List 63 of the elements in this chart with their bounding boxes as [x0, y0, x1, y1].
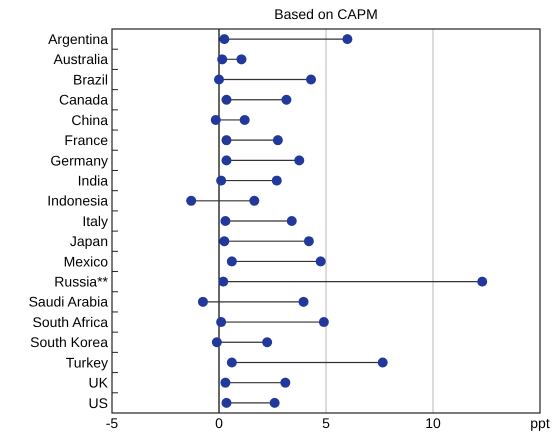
y-tick-label: Mexico	[64, 253, 108, 270]
point	[226, 256, 237, 266]
y-tick-label: Indonesia	[47, 192, 108, 209]
y-tick-label: France	[64, 132, 108, 148]
y-tick-label: Italy	[82, 212, 108, 229]
y-tick-label: Japan	[70, 233, 108, 250]
chart-title: Based on CAPM	[274, 6, 378, 22]
y-tick-label: South Africa	[32, 314, 108, 330]
x-tick-label: ppt	[530, 415, 550, 431]
point	[272, 176, 282, 186]
point	[186, 196, 196, 206]
point	[221, 135, 232, 146]
point	[262, 337, 272, 348]
point	[294, 155, 304, 166]
point	[378, 357, 388, 368]
point	[220, 216, 230, 226]
y-tick-label: UK	[88, 374, 109, 391]
point	[298, 296, 309, 307]
point	[217, 54, 228, 64]
point	[342, 34, 352, 44]
point	[221, 155, 232, 166]
y-tick-label: Saudi Arabia	[28, 294, 108, 310]
y-tick-label: Turkey	[66, 354, 108, 370]
point	[272, 135, 283, 146]
point	[216, 317, 226, 328]
point	[240, 114, 250, 125]
x-tick-label: -5	[106, 415, 118, 431]
x-tick-label: 5	[322, 415, 330, 431]
point	[221, 398, 232, 408]
point	[286, 216, 297, 226]
y-tick-label: Brazil	[72, 71, 108, 88]
y-tick-label: Canada	[58, 92, 108, 108]
y-tick-label: India	[78, 172, 108, 188]
y-tick-label: US	[88, 394, 108, 411]
point	[221, 94, 232, 105]
point	[210, 114, 221, 125]
y-tick-label: China	[71, 112, 108, 128]
point	[249, 196, 260, 206]
y-tick-label: Germany	[50, 152, 108, 168]
point	[236, 54, 246, 64]
point	[220, 378, 230, 388]
point	[318, 317, 329, 328]
point	[198, 296, 208, 307]
point	[280, 378, 290, 388]
point	[212, 337, 222, 348]
point	[219, 34, 230, 44]
x-tick-label: 0	[215, 415, 224, 431]
point	[477, 276, 488, 287]
point	[281, 94, 292, 105]
point	[270, 398, 280, 408]
x-tick-label: 10	[425, 415, 441, 431]
y-tick-label: Russia**	[54, 274, 109, 290]
point	[218, 276, 228, 287]
point	[226, 357, 237, 368]
point	[304, 236, 314, 246]
point	[219, 236, 230, 246]
point	[306, 74, 316, 85]
y-tick-label: Australia	[54, 51, 108, 68]
y-tick-label: South Korea	[30, 334, 108, 350]
y-tick-label: Argentina	[48, 31, 108, 48]
point	[214, 74, 224, 85]
point	[216, 176, 226, 186]
point	[316, 256, 326, 266]
